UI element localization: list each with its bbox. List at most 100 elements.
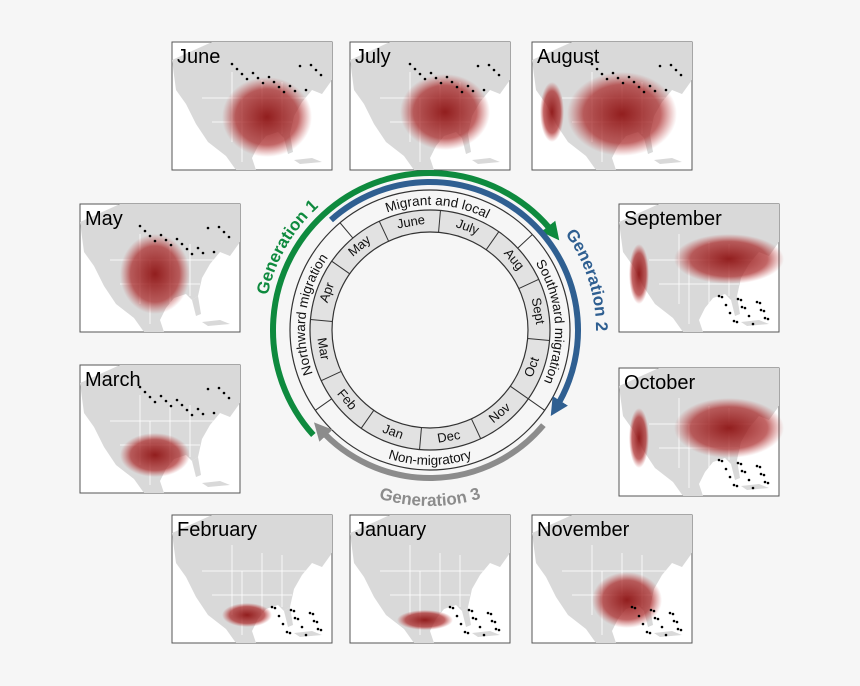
abundance	[567, 72, 677, 156]
sighting-dot	[455, 614, 459, 618]
sighting-dot	[632, 80, 636, 84]
map-panel: January	[349, 514, 511, 644]
generation-3-arrow	[313, 422, 546, 481]
sighting-dot	[288, 84, 292, 88]
sighting-dot	[490, 619, 494, 623]
sighting-dot	[201, 251, 205, 255]
ring-month: Jan	[381, 421, 406, 442]
sighting-dot	[309, 63, 313, 67]
sighting-dot	[143, 229, 147, 233]
abundance	[400, 74, 490, 150]
month-label: October	[624, 372, 695, 394]
sighting-dot	[759, 308, 763, 312]
abundance	[540, 82, 564, 142]
month-label: August	[537, 46, 600, 68]
sighting-dot	[304, 633, 308, 637]
sighting-dot	[190, 252, 194, 256]
sighting-dot	[190, 413, 194, 417]
month-divider	[527, 338, 550, 341]
sighting-dot	[285, 630, 289, 634]
sighting-dot	[766, 317, 770, 321]
sighting-dot	[637, 614, 641, 618]
sighting-dot	[487, 63, 491, 67]
sighting-dot	[251, 71, 255, 75]
sighting-dot	[671, 612, 675, 616]
sighting-dot	[288, 631, 292, 635]
sighting-dot	[470, 609, 474, 613]
sighting-dot	[743, 470, 747, 474]
phase-divider	[339, 222, 354, 239]
sighting-dot	[439, 81, 443, 85]
sighting-dot	[212, 411, 216, 415]
month-divider	[331, 260, 351, 275]
month-divider	[470, 418, 482, 439]
sighting-dot	[653, 89, 657, 93]
sighting-dot	[292, 609, 296, 613]
sighting-dot	[669, 63, 673, 67]
sighting-dot	[196, 407, 200, 411]
sighting-dot	[315, 620, 319, 624]
sighting-dot	[763, 316, 767, 320]
ring-month: Oct	[521, 354, 542, 378]
sighting-dot	[674, 68, 678, 72]
sighting-dot	[261, 81, 265, 85]
sighting-dot	[293, 616, 297, 620]
sighting-dot	[766, 481, 770, 485]
sighting-dot	[720, 459, 724, 463]
sighting-dot	[256, 76, 260, 80]
sighting-dot	[668, 611, 672, 615]
sighting-dot	[316, 627, 320, 631]
sighting-dot	[314, 68, 318, 72]
sighting-dot	[755, 300, 759, 304]
sighting-dot	[138, 385, 142, 389]
month-label: January	[355, 519, 426, 541]
sighting-dot	[471, 89, 475, 93]
sighting-dot	[652, 609, 656, 613]
sighting-dot	[222, 230, 226, 234]
sighting-dot	[296, 617, 300, 621]
sighting-dot	[600, 72, 604, 76]
sighting-dot	[175, 237, 179, 241]
sighting-dot	[227, 396, 231, 400]
sighting-dot	[675, 620, 679, 624]
month-divider	[310, 319, 333, 322]
sighting-dot	[493, 620, 497, 624]
sighting-dot	[235, 67, 239, 71]
sighting-dot	[656, 617, 660, 621]
ring-outer2	[289, 189, 571, 471]
month-label: July	[355, 46, 391, 68]
abundance	[222, 77, 312, 157]
sighting-dot	[641, 622, 645, 626]
sighting-dot	[201, 412, 205, 416]
sighting-dot	[672, 619, 676, 623]
sighting-dot	[245, 77, 249, 81]
sighting-dot	[272, 80, 276, 84]
sighting-dot	[732, 483, 736, 487]
phase-divider	[315, 398, 332, 411]
month-label: March	[85, 369, 141, 391]
sighting-dot	[728, 475, 732, 479]
sighting-dot	[611, 71, 615, 75]
sighting-dot	[736, 461, 740, 465]
sighting-dot	[732, 319, 736, 323]
sighting-dot	[740, 469, 744, 473]
sighting-dot	[240, 72, 244, 76]
sighting-dot	[482, 633, 486, 637]
month-divider	[360, 409, 375, 429]
sighting-dot	[755, 464, 759, 468]
sighting-dot	[482, 88, 486, 92]
sighting-dot	[448, 605, 452, 609]
sighting-dot	[735, 484, 739, 488]
sighting-dot	[717, 458, 721, 462]
sighting-dot	[138, 224, 142, 228]
map-panel: July	[349, 41, 511, 171]
sighting-dot	[293, 89, 297, 93]
sighting-dot	[159, 394, 163, 398]
sighting-dot	[169, 404, 173, 408]
sighting-dot	[476, 64, 480, 68]
sighting-dot	[408, 62, 412, 66]
sighting-dot	[185, 408, 189, 412]
map-panel: May	[79, 203, 241, 333]
sighting-dot	[159, 233, 163, 237]
sighting-dot	[758, 301, 762, 305]
